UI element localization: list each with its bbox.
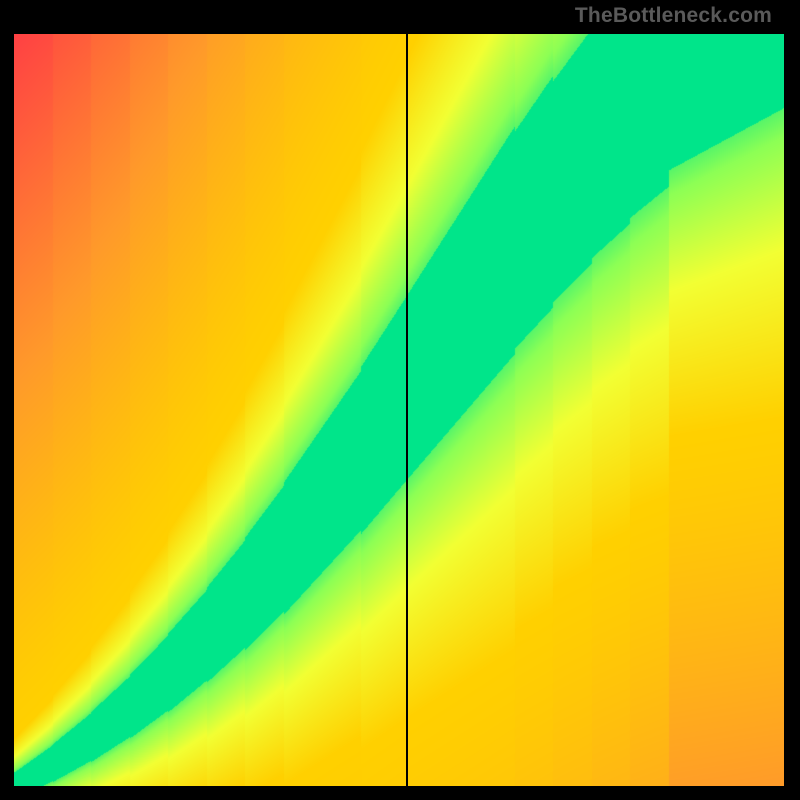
marker-dot-icon [402,24,412,34]
heatmap-canvas [14,34,784,786]
heatmap-plot [14,34,784,786]
marker-vertical-line [406,34,408,786]
attribution-text: TheBottleneck.com [575,4,772,28]
